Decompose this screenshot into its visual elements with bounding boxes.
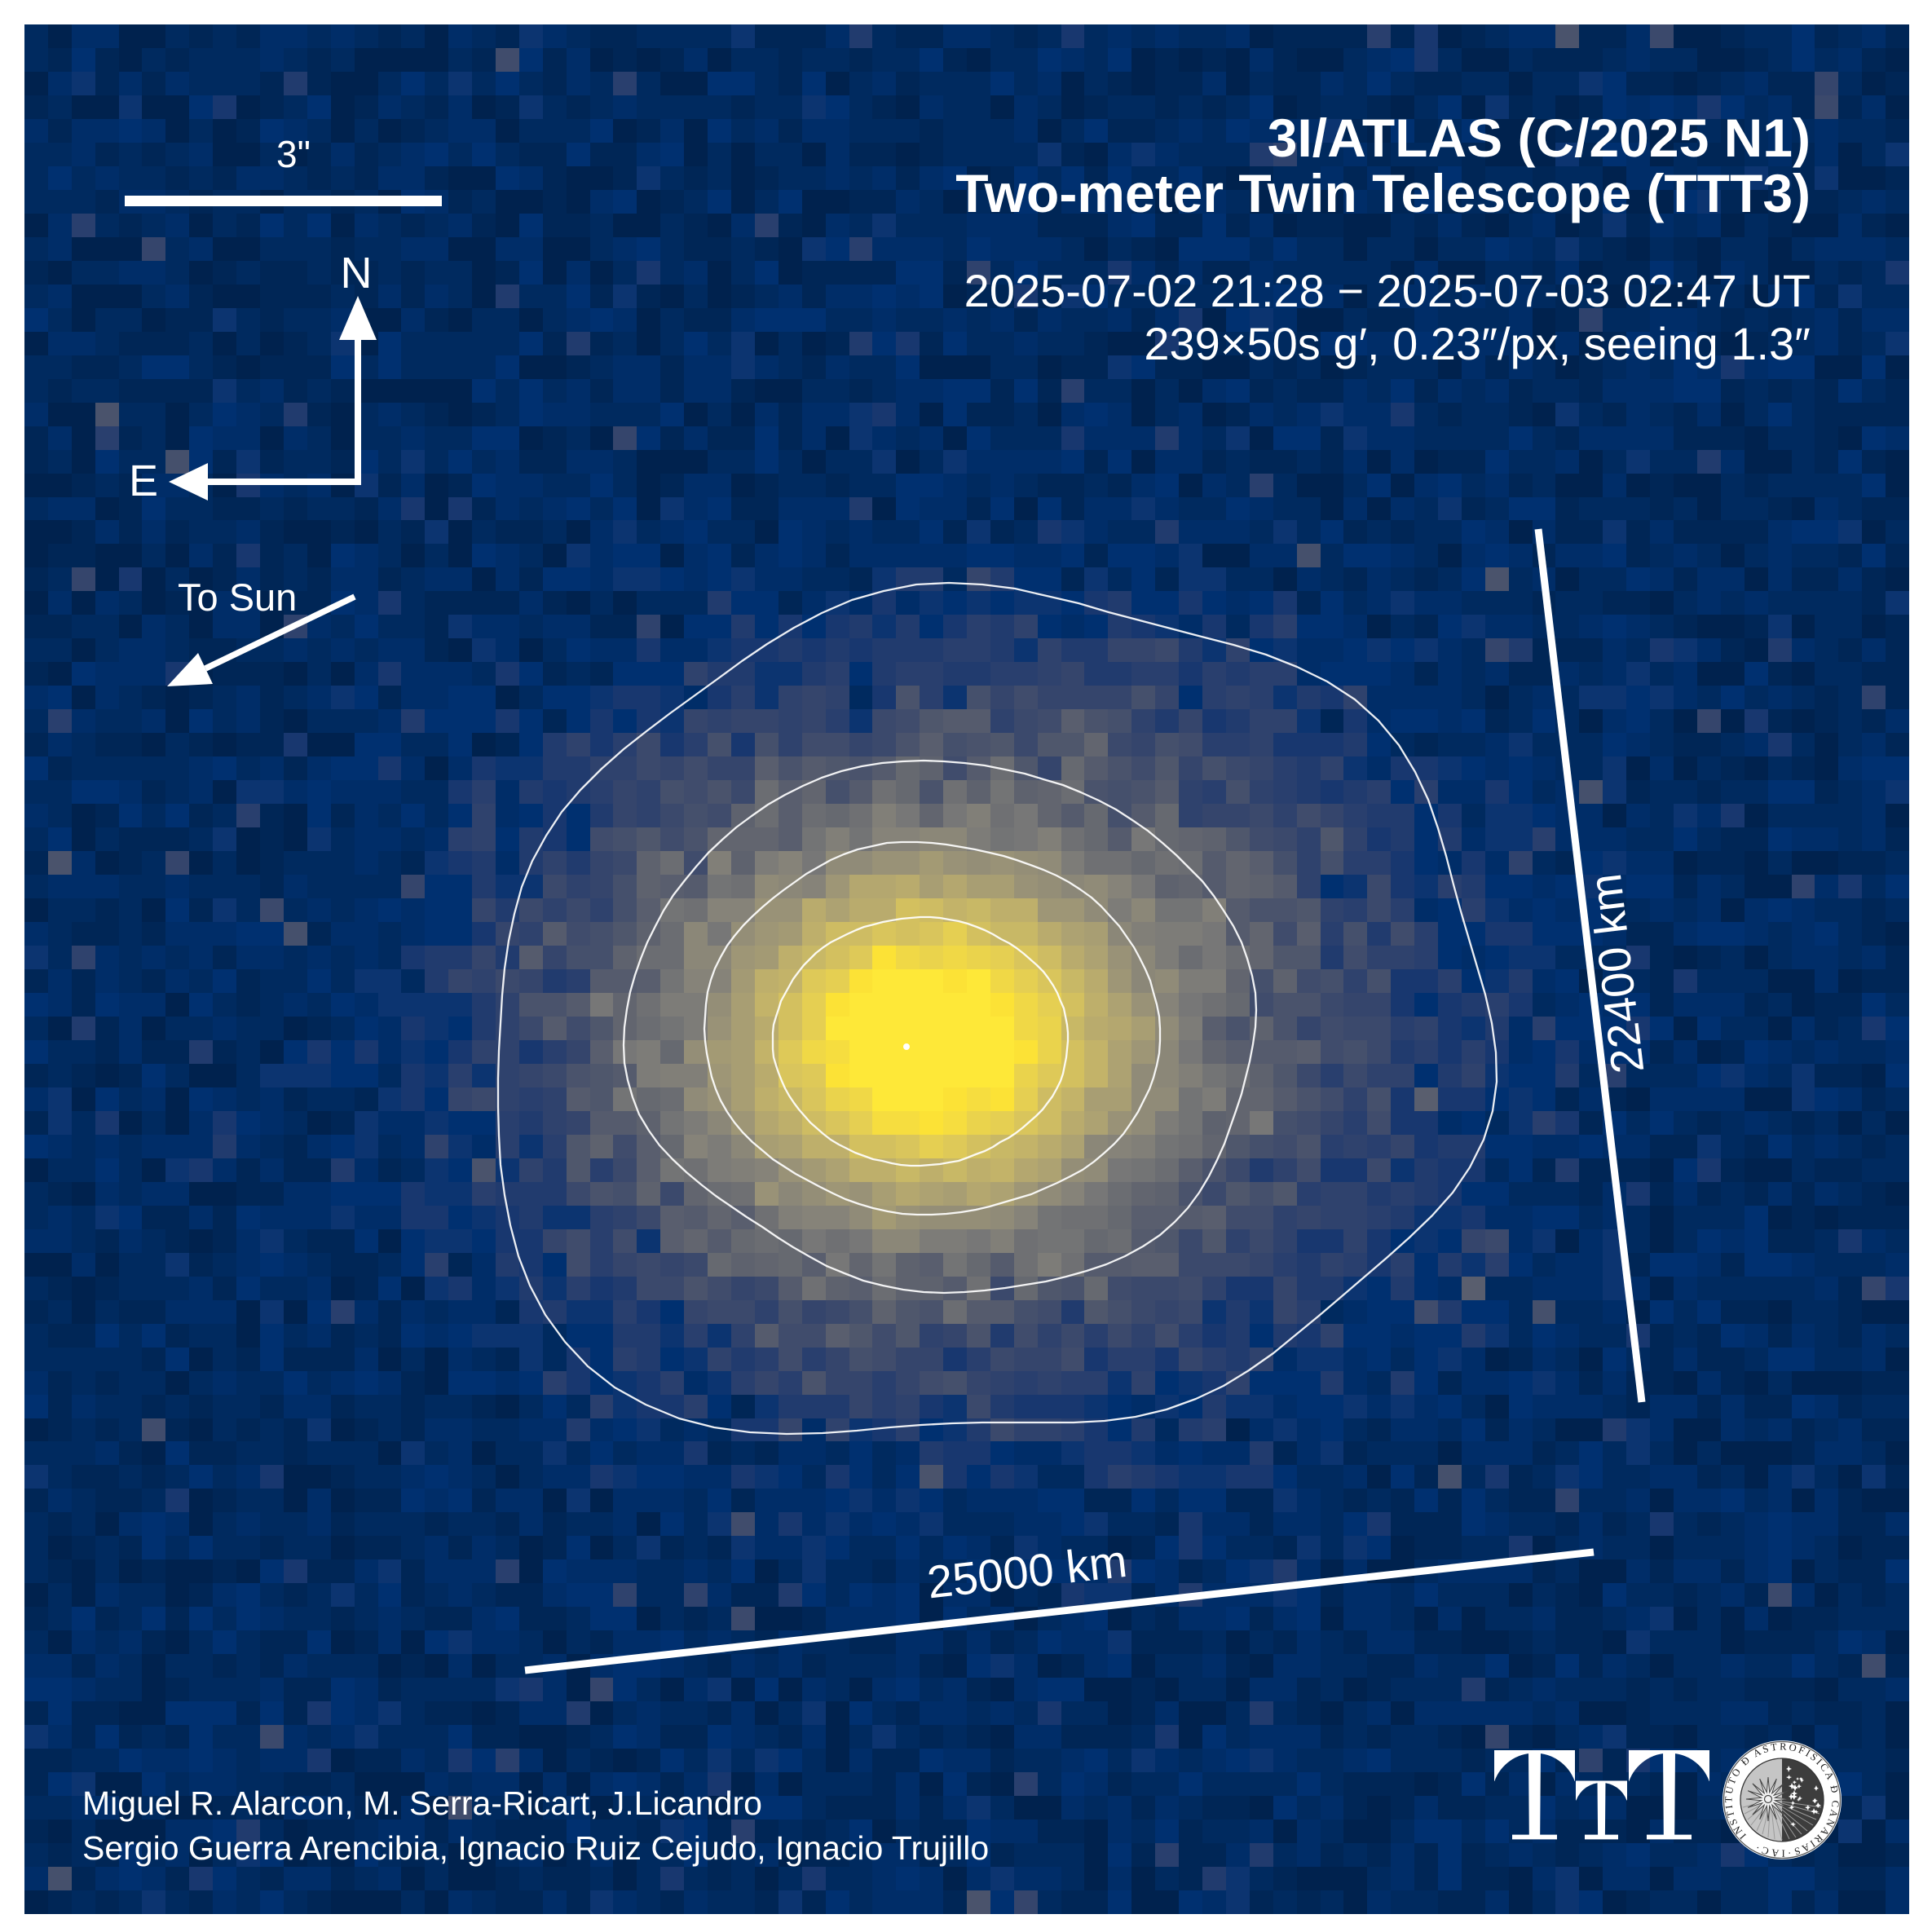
svg-text:Two-meter Twin Telescope (TTT3: Two-meter Twin Telescope (TTT3) [955, 163, 1811, 223]
svg-text:N: N [341, 249, 373, 298]
svg-text:2025-07-02 21:28 − 2025-07-03: 2025-07-02 21:28 − 2025-07-03 02:47 UT [964, 265, 1811, 316]
svg-text:3I/ATLAS (C/2025 N1): 3I/ATLAS (C/2025 N1) [1268, 108, 1811, 168]
svg-text:239×50s g′, 0.23″/px, seeing 1: 239×50s g′, 0.23″/px, seeing 1.3″ [1144, 318, 1811, 369]
svg-text:To Sun: To Sun [178, 576, 297, 619]
svg-text:Sergio Guerra Arencibia, Ignac: Sergio Guerra Arencibia, Ignacio Ruiz Ce… [82, 1829, 989, 1867]
svg-text:Miguel R. Alarcon, M. Serra-Ri: Miguel R. Alarcon, M. Serra-Ricart, J.Li… [82, 1784, 762, 1822]
svg-text:3": 3" [276, 133, 311, 175]
svg-text:E: E [129, 457, 158, 505]
